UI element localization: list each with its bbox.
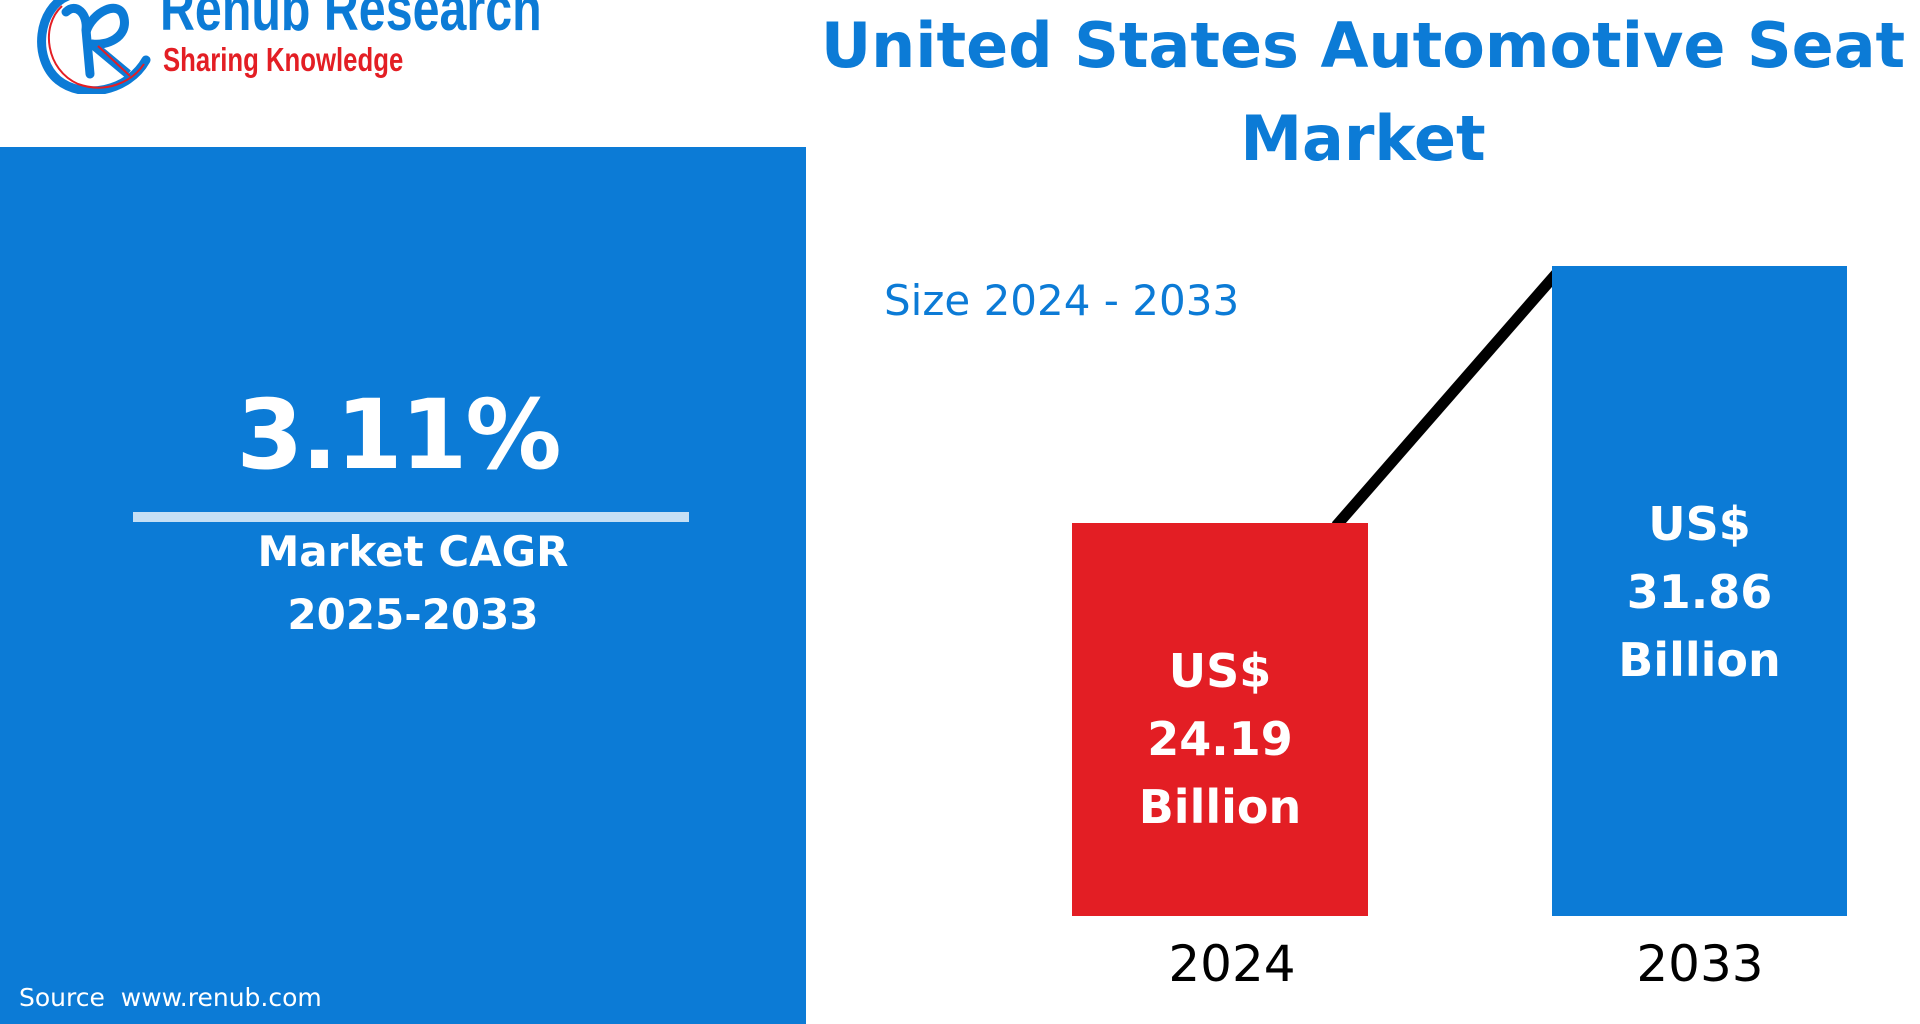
cagr-label: Market CAGR <box>257 527 569 576</box>
page-title-line2: Market <box>1240 102 1486 175</box>
logo-tagline: Sharing Knowledge <box>163 41 404 78</box>
unit-label: Billion <box>1618 633 1781 687</box>
logo-title: Renub Research <box>160 0 542 44</box>
currency-label: US$ <box>1168 644 1272 698</box>
bar-value-label: US$ 24.19 Billion <box>1072 637 1368 841</box>
page-title-line1: United States Automotive Seat <box>820 9 1906 82</box>
cagr-panel <box>0 147 806 1024</box>
source-text: Source www.renub.com <box>19 983 322 1012</box>
cagr-value: 3.11% <box>236 379 561 491</box>
bar-value-label: US$ 31.86 Billion <box>1552 490 1847 694</box>
cagr-period: 2025-2033 <box>287 590 539 639</box>
value-number: 31.86 <box>1626 565 1773 619</box>
currency-label: US$ <box>1648 497 1751 551</box>
unit-label: Billion <box>1138 780 1302 834</box>
value-number: 24.19 <box>1147 712 1293 766</box>
chart-subtitle: Size 2024 - 2033 <box>884 276 1240 325</box>
cagr-divider <box>133 512 689 522</box>
x-axis-label-2033: 2033 <box>1636 935 1764 993</box>
bar-2024: US$ 24.19 Billion <box>1072 523 1368 916</box>
bar-2033: US$ 31.86 Billion <box>1552 266 1847 916</box>
x-axis-label-2024: 2024 <box>1168 935 1296 993</box>
renub-logo-icon <box>28 0 154 96</box>
